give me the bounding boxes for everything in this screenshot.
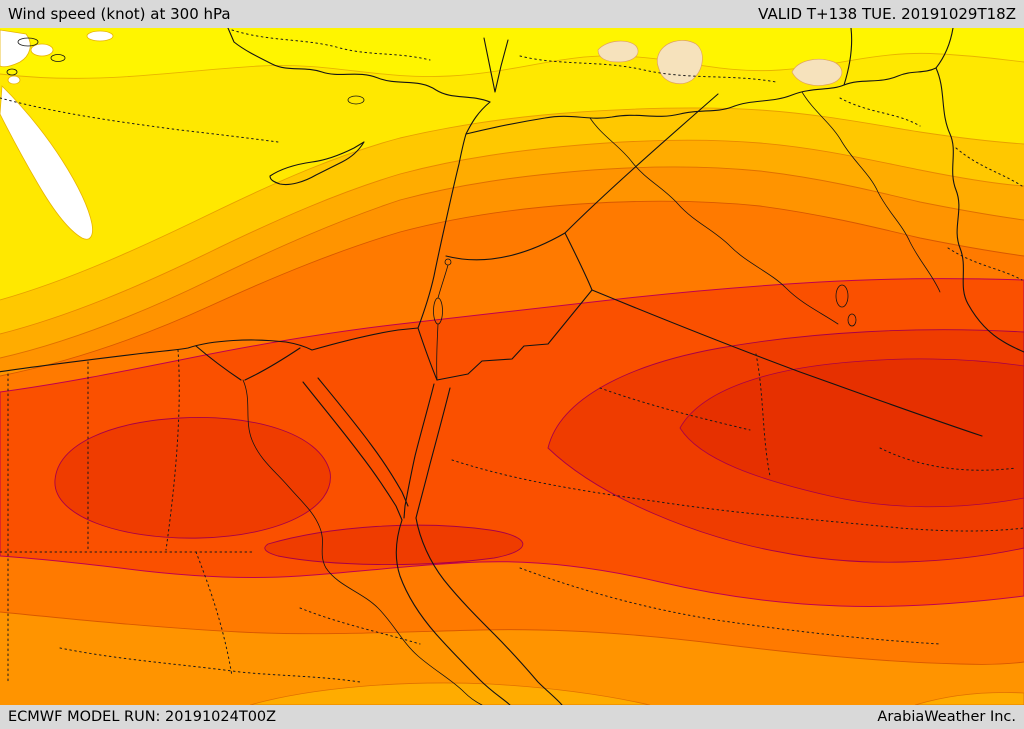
dotted-line: [0, 97, 279, 143]
lake-habbaniyah: [847, 313, 857, 327]
white-minimum-corner: [0, 29, 31, 68]
jordan-iraq-border: [564, 232, 593, 291]
red-sea-west-shore: [395, 519, 511, 705]
syria-jordan-border: [445, 232, 566, 261]
white-minimum-streak: [0, 85, 93, 240]
model-run-label: ECMWF MODEL RUN: 20191024T00Z: [8, 709, 277, 725]
euphrates-river: [589, 117, 839, 325]
contour-orange: [0, 200, 1024, 377]
white-minimum-patch: [30, 43, 54, 57]
iraq-saudi-border: [591, 289, 983, 437]
dotted-line: [195, 551, 233, 677]
dotted-line: [519, 55, 777, 83]
gulf-of-aqaba-east-shore: [415, 387, 451, 519]
tigris-river: [801, 91, 941, 293]
cream-minimum-patch: [791, 58, 843, 86]
white-minimum-patch: [86, 30, 114, 42]
cyprus-island: [269, 141, 365, 186]
lake-tharthar: [835, 284, 849, 308]
border-branch-northeast: [935, 28, 954, 69]
band-deepest-red-core: [679, 358, 1024, 508]
gulf-of-suez-east-shore: [317, 377, 409, 507]
contour-lines: [0, 52, 1024, 665]
dotted-line: [955, 147, 1023, 187]
cream-minimum-patch: [597, 40, 639, 63]
red-sea-east-shore: [415, 517, 563, 705]
gulf-of-iskenderun: [483, 37, 509, 93]
egypt-levant-coastline: [0, 101, 491, 373]
aegean-island: [6, 68, 18, 76]
dotted-line: [755, 353, 771, 477]
jordan-saudi-border: [436, 289, 593, 381]
cream-minimum-patch: [656, 40, 703, 84]
contour-yellow: [0, 107, 1024, 301]
rhodes-island: [347, 95, 365, 105]
gulf-of-aqaba-west-shore: [403, 383, 435, 519]
band-deep-red-core-center: [264, 524, 524, 566]
dotted-line: [879, 447, 1017, 471]
contour-gold: [0, 139, 1024, 335]
turkey-south-coastline: [227, 28, 491, 103]
dotted-line: [451, 459, 1024, 532]
map-area: [0, 28, 1024, 705]
nile-delta-west: [195, 345, 242, 381]
dead-sea: [433, 297, 443, 325]
sea-of-galilee: [444, 258, 452, 266]
wind-map-canvas: [0, 28, 1024, 705]
geography-borders: [0, 28, 1024, 705]
wadi-araba-line: [436, 323, 439, 381]
aegean-island: [50, 54, 66, 62]
contour-light-orange: [0, 166, 1024, 359]
credit-label: ArabiaWeather Inc.: [877, 709, 1016, 725]
wind-minima-patches: [0, 29, 843, 240]
band-orange-south: [0, 612, 1024, 705]
valid-time-label: VALID T+138 TUE. 20191029T18Z: [758, 5, 1016, 23]
jordan-river: [437, 264, 449, 299]
wind-speed-bands: [0, 28, 1024, 705]
dotted-admin-boundaries: [0, 29, 1024, 685]
header-bar: Wind speed (knot) at 300 hPa VALID T+138…: [0, 0, 1024, 28]
israel-egypt-border: [417, 327, 438, 381]
dotted-line: [59, 647, 361, 683]
border-branch-north: [843, 28, 853, 86]
dotted-line: [165, 349, 180, 551]
dotted-line: [947, 247, 1023, 281]
white-minimum-patch: [7, 75, 21, 85]
dotted-line: [839, 97, 921, 127]
map-title: Wind speed (knot) at 300 hPa: [8, 5, 231, 23]
footer-bar: ECMWF MODEL RUN: 20191024T00Z ArabiaWeat…: [0, 705, 1024, 729]
iran-iraq-border: [935, 67, 1024, 353]
dotted-line: [299, 607, 421, 645]
band-light-orange-bottom-strip: [249, 682, 651, 705]
aegean-island: [17, 37, 39, 47]
nile-river: [242, 379, 483, 705]
gulf-of-suez-west-shore: [302, 381, 403, 521]
contour-pale-yellow: [0, 52, 1024, 79]
contour-south-orange: [0, 611, 1024, 665]
band-yellow: [0, 28, 1024, 300]
turkey-syria-border: [465, 67, 937, 135]
nile-delta-east: [244, 347, 301, 381]
dotted-line: [231, 29, 431, 61]
band-deep-red-core-west: [54, 417, 331, 539]
syria-iraq-border: [564, 93, 719, 234]
